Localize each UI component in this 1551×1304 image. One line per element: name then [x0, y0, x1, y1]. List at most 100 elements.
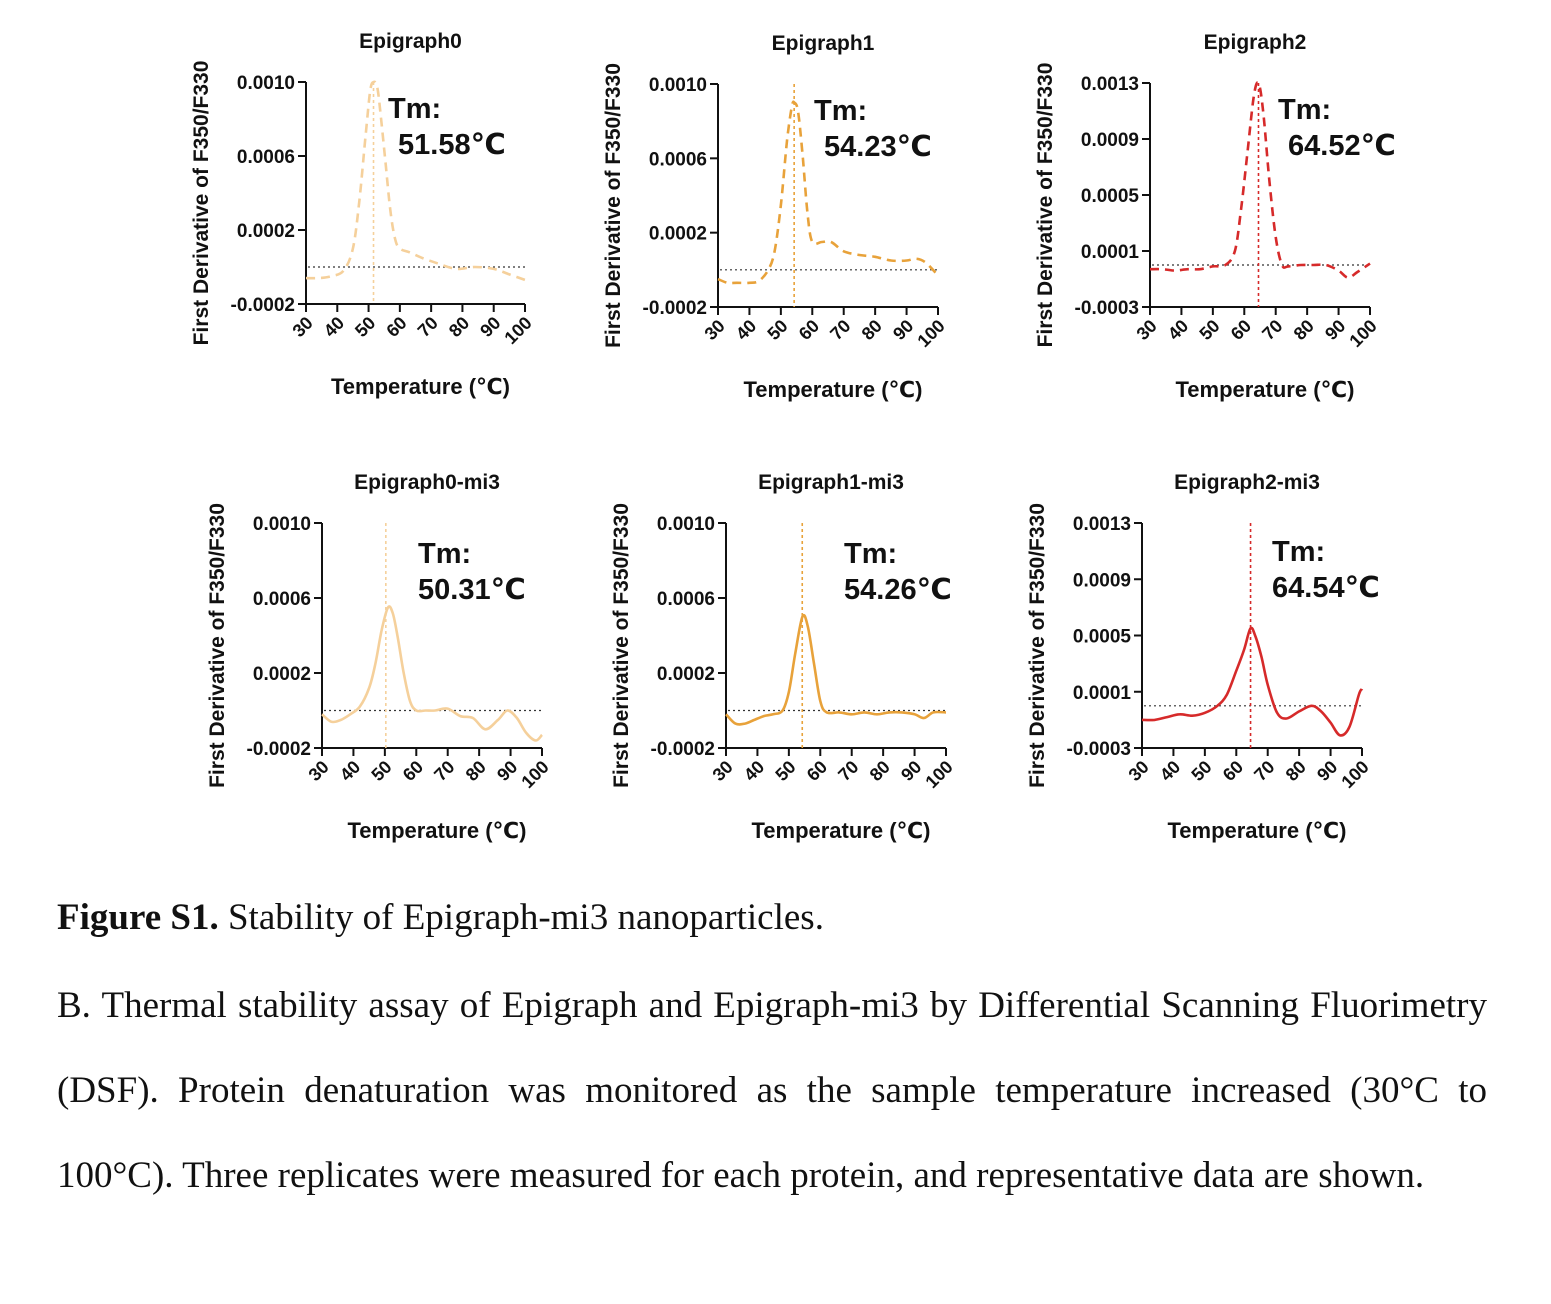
x-tick-label: 80 — [445, 313, 473, 341]
y-tick-label: 0.0005 — [1081, 186, 1140, 207]
figure-caption-title: Figure S1. Stability of Epigraph-mi3 nan… — [57, 890, 1487, 946]
chart-title: Epigraph0 — [359, 30, 462, 53]
x-tick-label: 90 — [1321, 316, 1349, 344]
x-tick-label: 50 — [763, 316, 791, 344]
x-tick-label: 30 — [701, 316, 729, 344]
x-tick-label: 60 — [1219, 757, 1247, 785]
y-axis-label: First Derivative of F350/F330 — [602, 63, 625, 348]
x-tick-label: 30 — [709, 757, 737, 785]
y-tick-label: 0.0006 — [237, 147, 295, 168]
series-line — [305, 80, 526, 282]
x-tick-label: 70 — [826, 316, 854, 344]
x-tick-label: 40 — [740, 757, 768, 785]
chart-panel-6: Epigraph2-mi3 First Derivative of F350/F3… — [1026, 471, 1380, 843]
x-tick-label: 30 — [305, 757, 333, 785]
x-tick-label: 40 — [1164, 316, 1192, 344]
x-tick-label: 30 — [289, 313, 317, 341]
x-tick-label: 60 — [382, 313, 410, 341]
y-tick-label: 0.0006 — [649, 149, 707, 170]
y-tick-label: -0.0002 — [231, 295, 295, 316]
tm-label: Tm: — [1272, 536, 1325, 568]
series-line — [725, 613, 947, 726]
y-tick-label: 0.0010 — [253, 514, 311, 535]
y-tick-label: 0.0010 — [649, 75, 707, 96]
x-tick-label: 70 — [1258, 316, 1286, 344]
x-tick-label: 90 — [1313, 757, 1341, 785]
x-axis-label: Temperature (℃) — [743, 377, 922, 402]
y-tick-label: -0.0002 — [643, 298, 707, 319]
x-tick-label: 100 — [500, 313, 535, 348]
y-tick-label: 0.0002 — [253, 664, 311, 685]
x-tick-label: 70 — [834, 757, 862, 785]
y-tick-label: 0.0001 — [1073, 683, 1132, 704]
figure-caption-body: B. Thermal stability assay of Epigraph a… — [57, 985, 1487, 1196]
x-tick-label: 70 — [1250, 757, 1278, 785]
x-tick-label: 50 — [1195, 316, 1223, 344]
figure-title: Stability of Epigraph-mi3 nanoparticles. — [227, 897, 824, 938]
y-tick-label: 0.0006 — [253, 589, 311, 610]
x-tick-label: 100 — [921, 757, 956, 792]
y-tick-label: 0.0002 — [237, 221, 295, 242]
x-tick-label: 50 — [351, 313, 379, 341]
x-tick-label: 90 — [476, 313, 504, 341]
y-tick-label: 0.0010 — [657, 514, 715, 535]
chart-panel-1: Epigraph0 First Derivative of F350/F330 -0… — [190, 30, 536, 399]
x-tick-label: 100 — [1345, 316, 1380, 351]
y-tick-label: 0.0013 — [1073, 514, 1131, 535]
tm-label: Tm: — [418, 538, 471, 570]
x-tick-label: 40 — [320, 313, 348, 341]
x-tick-label: 50 — [771, 757, 799, 785]
x-tick-label: 80 — [1282, 757, 1310, 785]
tm-value: 54.23℃ — [824, 131, 932, 163]
chart-title: Epigraph2 — [1204, 31, 1307, 54]
chart-panel-2: Epigraph1 First Derivative of F350/F330 -0… — [602, 32, 949, 402]
y-tick-label: 0.0013 — [1081, 74, 1139, 95]
y-tick-label: -0.0002 — [247, 739, 311, 760]
y-tick-label: 0.0005 — [1073, 627, 1132, 648]
x-tick-label: 50 — [367, 757, 395, 785]
tm-value: 64.52℃ — [1288, 130, 1396, 162]
tm-value: 54.26℃ — [844, 574, 952, 606]
x-axis-label: Temperature (℃) — [1175, 377, 1354, 402]
x-tick-label: 100 — [1337, 757, 1372, 792]
y-tick-label: 0.0009 — [1073, 570, 1131, 591]
y-axis-label: First Derivative of F350/F330 — [610, 503, 633, 788]
series-line — [717, 100, 939, 285]
chart-panel-5: Epigraph1-mi3 First Derivative of F350/F3… — [610, 471, 957, 843]
series-line — [1149, 81, 1371, 279]
x-tick-label: 40 — [1156, 757, 1184, 785]
x-tick-label: 80 — [1290, 316, 1318, 344]
figure-panels: Epigraph0 First Derivative of F350/F330 -0… — [190, 30, 1396, 843]
tm-label: Tm: — [1278, 94, 1331, 126]
x-tick-label: 40 — [336, 757, 364, 785]
chart-panel-4: Epigraph0-mi3 First Derivative of F350/F3… — [206, 471, 553, 843]
x-tick-label: 40 — [732, 316, 760, 344]
x-tick-label: 100 — [517, 757, 552, 792]
y-axis-label: First Derivative of F350/F330 — [1026, 503, 1049, 788]
figure-label: Figure S1. — [57, 897, 219, 938]
chart-panel-3: Epigraph2 First Derivative of F350/F330 -0… — [1034, 31, 1396, 402]
y-tick-label: 0.0002 — [657, 664, 715, 685]
x-axis-label: Temperature (℃) — [751, 818, 930, 843]
x-tick-label: 80 — [462, 757, 490, 785]
y-tick-label: -0.0002 — [651, 739, 715, 760]
x-tick-label: 60 — [1227, 316, 1255, 344]
tm-label: Tm: — [388, 93, 441, 125]
x-tick-label: 70 — [414, 313, 442, 341]
x-tick-label: 60 — [803, 757, 831, 785]
x-axis-label: Temperature (℃) — [1167, 818, 1346, 843]
tm-value: 64.54℃ — [1272, 572, 1380, 604]
tm-label: Tm: — [844, 538, 897, 570]
x-tick-label: 50 — [1187, 757, 1215, 785]
x-tick-label: 100 — [913, 316, 948, 351]
series-line — [321, 605, 543, 742]
chart-title: Epigraph0-mi3 — [354, 471, 500, 494]
x-tick-label: 60 — [795, 316, 823, 344]
series-line — [1141, 626, 1364, 737]
chart-title: Epigraph1 — [772, 32, 875, 55]
x-tick-label: 60 — [399, 757, 427, 785]
x-tick-label: 80 — [866, 757, 894, 785]
y-axis-label: First Derivative of F350/F330 — [190, 61, 213, 346]
tm-value: 50.31℃ — [418, 574, 526, 606]
y-tick-label: 0.0009 — [1081, 130, 1139, 151]
